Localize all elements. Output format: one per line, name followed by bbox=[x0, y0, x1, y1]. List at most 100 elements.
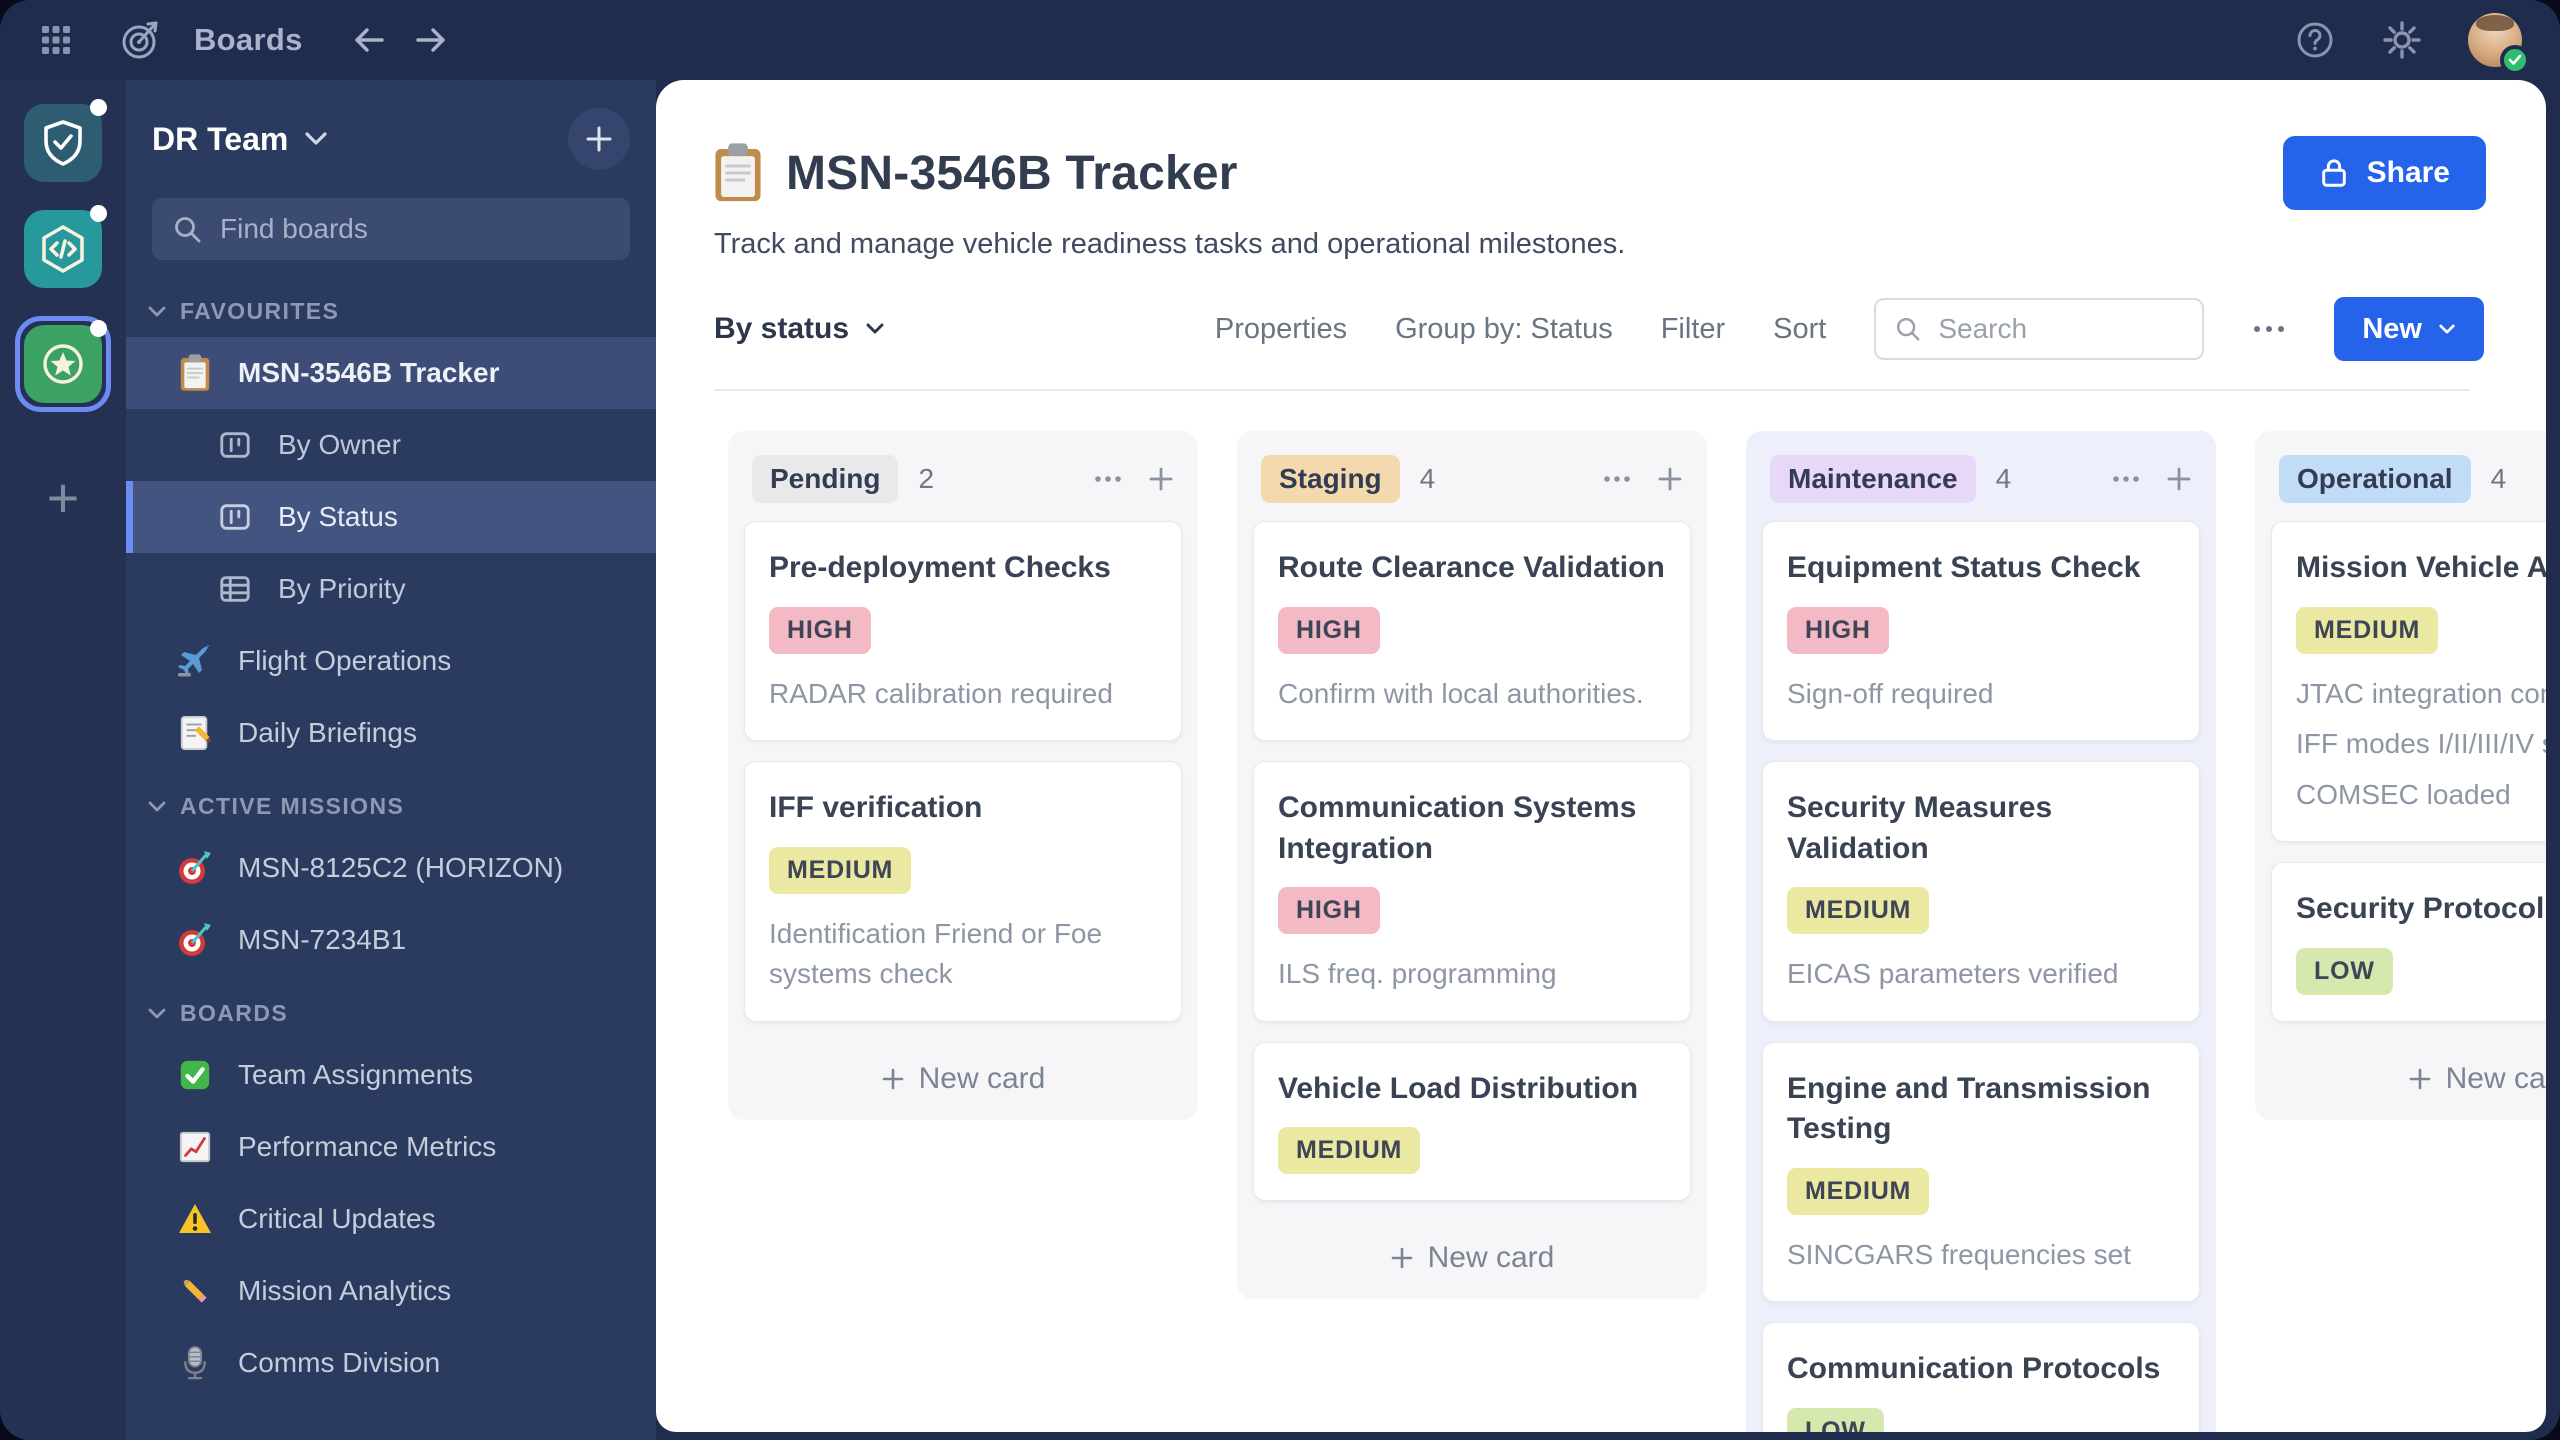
priority-badge: HIGH bbox=[1278, 606, 1380, 654]
apps-grid-icon[interactable] bbox=[38, 22, 74, 58]
column-title-chip: Pending bbox=[752, 455, 899, 503]
sidebar-item-msn-7234b1[interactable]: MSN-7234B1 bbox=[126, 904, 656, 976]
sidebar-item-by-status[interactable]: By Status bbox=[126, 481, 656, 553]
notification-dot bbox=[90, 205, 107, 222]
view-toolbar: By status Properties Group by: Status Fi… bbox=[656, 261, 2546, 361]
search-icon bbox=[172, 214, 202, 244]
sidebar-item-comms-division[interactable]: Comms Division bbox=[126, 1327, 656, 1399]
board-search-input[interactable] bbox=[1936, 312, 2185, 346]
target-icon bbox=[174, 922, 216, 958]
workspace-code[interactable] bbox=[24, 205, 107, 288]
chevron-down-icon bbox=[304, 131, 328, 147]
sidebar-item-critical-updates[interactable]: Critical Updates bbox=[126, 1183, 656, 1255]
section-favourites[interactable]: FAVOURITES bbox=[126, 274, 656, 337]
page-title: MSN-3546B Tracker bbox=[786, 146, 1238, 200]
add-workspace-button[interactable]: + bbox=[46, 466, 80, 529]
new-card-button[interactable]: New card bbox=[2271, 1042, 2546, 1106]
sidebar-item-msn-8125c2[interactable]: MSN-8125C2 (HORIZON) bbox=[126, 832, 656, 904]
priority-badge: LOW bbox=[2296, 947, 2393, 995]
back-arrow-icon[interactable] bbox=[351, 24, 387, 56]
card[interactable]: Communication Systems Integration HIGH I… bbox=[1253, 761, 1691, 1022]
card[interactable]: Engine and Transmission Testing MEDIUM S… bbox=[1762, 1041, 2200, 1303]
user-avatar[interactable] bbox=[2468, 13, 2530, 75]
column-add-icon[interactable] bbox=[1148, 466, 1174, 492]
column-staging: Staging 4 Route Clearance Validation HIG… bbox=[1237, 431, 1707, 1300]
sidebar-item-msn-3546b-tracker[interactable]: MSN-3546B Tracker bbox=[126, 337, 656, 409]
column-title-chip: Operational bbox=[2279, 455, 2471, 503]
card[interactable]: Security Measures Validation MEDIUM EICA… bbox=[1762, 761, 2200, 1022]
card[interactable]: Mission Vehicle Assig MEDIUM JTAC integr… bbox=[2271, 521, 2546, 843]
section-active-missions[interactable]: ACTIVE MISSIONS bbox=[126, 769, 656, 832]
new-card-button[interactable]: New card bbox=[744, 1042, 1182, 1106]
settings-gear-icon[interactable] bbox=[2380, 18, 2424, 62]
card[interactable]: Route Clearance Validation HIGH Confirm … bbox=[1253, 521, 1691, 742]
new-button[interactable]: New bbox=[2334, 297, 2484, 361]
card[interactable]: Equipment Status Check HIGH Sign-off req… bbox=[1762, 521, 2200, 742]
column-count: 2 bbox=[918, 463, 935, 494]
notification-dot bbox=[90, 99, 107, 116]
filter-button[interactable]: Filter bbox=[1660, 312, 1726, 345]
priority-badge: MEDIUM bbox=[1278, 1127, 1421, 1175]
priority-badge: MEDIUM bbox=[769, 846, 912, 894]
card[interactable]: Pre-deployment Checks HIGH RADAR calibra… bbox=[744, 521, 1182, 742]
workspace-shield[interactable] bbox=[24, 99, 107, 182]
clipboard-icon bbox=[174, 353, 216, 393]
notification-dot bbox=[90, 320, 107, 337]
section-boards[interactable]: BOARDS bbox=[126, 976, 656, 1039]
find-boards-input[interactable] bbox=[218, 212, 610, 246]
check-box-icon bbox=[174, 1058, 216, 1092]
pencil-icon bbox=[174, 1273, 216, 1309]
column-count: 4 bbox=[2490, 463, 2507, 494]
online-check-badge bbox=[2500, 45, 2530, 75]
sidebar-item-team-assignments[interactable]: Team Assignments bbox=[126, 1039, 656, 1111]
memo-icon bbox=[174, 714, 216, 752]
card[interactable]: Vehicle Load Distribution MEDIUM bbox=[1253, 1041, 1691, 1202]
app-title: Boards bbox=[194, 22, 303, 57]
column-more-icon[interactable] bbox=[1094, 475, 1122, 483]
plus-icon bbox=[882, 1068, 903, 1090]
sidebar-item-by-priority[interactable]: By Priority bbox=[126, 553, 656, 625]
chevron-down-icon bbox=[866, 323, 884, 334]
share-button[interactable]: Share bbox=[2282, 136, 2486, 210]
kanban-view-icon bbox=[214, 500, 256, 534]
properties-button[interactable]: Properties bbox=[1214, 312, 1348, 345]
board-search[interactable] bbox=[1874, 298, 2205, 360]
column-count: 4 bbox=[1995, 463, 2012, 494]
column-title-chip: Maintenance bbox=[1770, 455, 1976, 503]
priority-badge: HIGH bbox=[1278, 887, 1380, 935]
page-subtitle: Track and manage vehicle readiness tasks… bbox=[714, 228, 1626, 260]
airplane-icon bbox=[174, 643, 216, 679]
sidebar-item-mission-analytics[interactable]: Mission Analytics bbox=[126, 1255, 656, 1327]
forward-arrow-icon[interactable] bbox=[413, 24, 449, 56]
chevron-down-icon bbox=[148, 1008, 166, 1018]
more-options-icon[interactable] bbox=[2252, 324, 2286, 334]
card[interactable]: Security Protocol Rev LOW bbox=[2271, 862, 2546, 1022]
card[interactable]: Communication Protocols LOW bbox=[1762, 1322, 2200, 1432]
priority-badge: MEDIUM bbox=[1787, 887, 1930, 935]
sidebar-item-flight-operations[interactable]: Flight Operations bbox=[126, 625, 656, 697]
priority-badge: LOW bbox=[1787, 1407, 1884, 1432]
column-more-icon[interactable] bbox=[1603, 475, 1631, 483]
group-by-button[interactable]: Group by: Status bbox=[1395, 312, 1613, 345]
help-icon[interactable] bbox=[2294, 19, 2336, 61]
card[interactable]: IFF verification MEDIUM Identification F… bbox=[744, 761, 1182, 1022]
chart-icon bbox=[174, 1130, 216, 1164]
workspace-star[interactable] bbox=[24, 320, 107, 403]
clipboard-icon bbox=[712, 142, 764, 204]
sort-button[interactable]: Sort bbox=[1773, 312, 1827, 345]
target-icon bbox=[174, 850, 216, 886]
sidebar-item-performance-metrics[interactable]: Performance Metrics bbox=[126, 1111, 656, 1183]
view-switcher[interactable]: By status bbox=[714, 312, 885, 346]
sidebar-item-daily-briefings[interactable]: Daily Briefings bbox=[126, 697, 656, 769]
new-card-button[interactable]: New card bbox=[1253, 1221, 1691, 1285]
lock-icon bbox=[2319, 157, 2349, 189]
team-switcher[interactable]: DR Team bbox=[152, 120, 289, 157]
column-more-icon[interactable] bbox=[2112, 475, 2140, 483]
column-add-icon[interactable] bbox=[2166, 466, 2192, 492]
column-add-icon[interactable] bbox=[1657, 466, 1683, 492]
sidebar-item-by-owner[interactable]: By Owner bbox=[126, 409, 656, 481]
sidebar-search[interactable] bbox=[152, 198, 630, 260]
add-board-button[interactable] bbox=[568, 108, 630, 170]
